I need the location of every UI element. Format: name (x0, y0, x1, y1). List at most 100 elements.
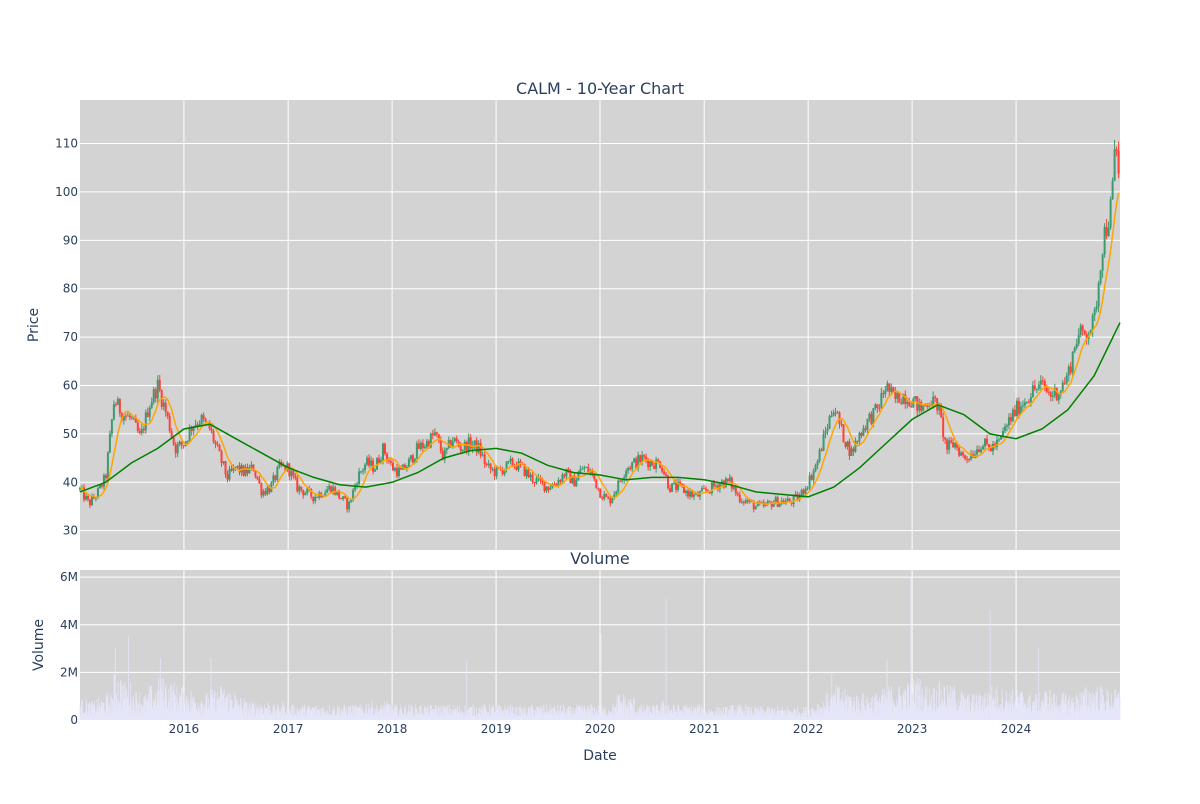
volume-bar (636, 712, 637, 720)
volume-bar (1050, 709, 1051, 720)
candle-body (150, 402, 153, 408)
candle-body (679, 481, 682, 484)
volume-bar (223, 694, 224, 720)
volume-bar (327, 713, 329, 720)
volume-bar (1015, 695, 1017, 720)
volume-y-tick-label: 6M (60, 570, 78, 584)
volume-bar (331, 709, 333, 720)
volume-bar (782, 710, 784, 720)
volume-bar (426, 712, 428, 720)
candle-body (176, 444, 179, 454)
volume-bar (187, 700, 189, 720)
volume-bar (1037, 709, 1038, 720)
volume-bar (511, 712, 513, 720)
candle-body (485, 463, 488, 465)
volume-bar (802, 706, 804, 720)
volume-bar (593, 707, 595, 720)
volume-bar (711, 709, 713, 720)
volume-bar (372, 707, 374, 720)
volume-bar (312, 712, 314, 720)
candle-body (264, 491, 267, 495)
volume-bar (444, 716, 445, 720)
candle-body (942, 417, 945, 438)
volume-bar (835, 705, 837, 720)
candle-body (824, 431, 827, 434)
volume-bar (567, 711, 568, 720)
volume-bar (326, 714, 328, 720)
volume-bar (806, 717, 808, 720)
volume-bar (132, 698, 134, 720)
volume-bar (671, 708, 673, 720)
volume-bar (543, 706, 545, 720)
volume-bar (192, 698, 194, 720)
volume-bar (732, 705, 734, 720)
volume-bar (250, 710, 252, 720)
volume-bar (282, 706, 284, 720)
volume-bar (311, 710, 313, 720)
volume-bar (660, 706, 662, 720)
volume-bar (836, 701, 838, 720)
volume-bar (446, 705, 448, 720)
volume-bar (1006, 704, 1008, 720)
volume-bar (464, 716, 465, 720)
volume-bar (865, 711, 866, 720)
volume-bar (421, 712, 423, 720)
volume-bar (772, 711, 774, 720)
volume-bar (559, 710, 560, 720)
volume-bar (1017, 697, 1018, 720)
volume-bar (534, 709, 536, 720)
volume-bar (1051, 697, 1053, 720)
candle-body (218, 444, 221, 452)
volume-bar (887, 691, 889, 720)
volume-bar (261, 710, 263, 720)
candle-body (710, 482, 713, 494)
volume-bar (733, 716, 735, 720)
candle-body (525, 469, 528, 477)
volume-bar (300, 710, 301, 720)
candle-body (395, 468, 398, 477)
candle-body (625, 470, 628, 478)
volume-bar (152, 705, 154, 720)
candle-body (338, 490, 341, 499)
volume-bar (898, 686, 900, 720)
candle-body (545, 486, 548, 491)
volume-bar (951, 698, 952, 720)
volume-bar (148, 702, 150, 720)
volume-bar (1043, 702, 1045, 720)
volume-bar (597, 715, 599, 720)
volume-bar (827, 693, 829, 720)
candle-body (924, 405, 927, 407)
volume-bar (155, 704, 157, 720)
volume-bar (1066, 703, 1067, 720)
volume-bar (749, 715, 751, 720)
volume-bar (518, 715, 520, 720)
volume-bar (142, 710, 144, 720)
volume-bar (666, 713, 668, 720)
volume-bar (579, 706, 580, 720)
candle-body (413, 458, 416, 463)
volume-bar (256, 708, 258, 720)
candle-body (1081, 325, 1084, 331)
volume-bar (1071, 697, 1073, 720)
volume-bar (243, 707, 244, 720)
volume-bar (257, 715, 259, 720)
volume-bar (497, 709, 498, 720)
volume-bar (1020, 695, 1022, 720)
volume-bar (224, 699, 226, 720)
volume-bar (188, 711, 190, 720)
volume-bar (388, 704, 390, 720)
volume-bar (772, 708, 773, 720)
volume-bar (239, 710, 240, 720)
volume-bar (1066, 707, 1068, 720)
volume-bar (377, 708, 379, 720)
volume-bar (175, 702, 177, 720)
volume-bar (1024, 704, 1026, 720)
volume-bar (701, 707, 703, 720)
volume-bar (558, 715, 560, 720)
volume-bar (409, 712, 411, 720)
volume-bar (286, 702, 288, 720)
volume-bar (710, 713, 711, 720)
volume-bar (726, 706, 728, 720)
volume-bar (735, 708, 737, 720)
volume-bar (88, 703, 89, 720)
